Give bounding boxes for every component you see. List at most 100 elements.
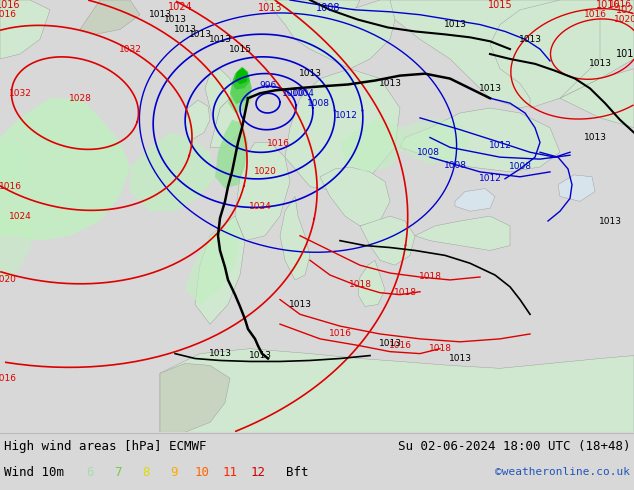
Text: 1013: 1013 [448,354,472,363]
Text: High wind areas [hPa] ECMWF: High wind areas [hPa] ECMWF [4,440,207,453]
Polygon shape [210,98,245,147]
Text: 1016: 1016 [389,341,411,350]
Text: 1013: 1013 [583,133,607,142]
Text: 1013: 1013 [249,351,271,360]
Text: 1013: 1013 [299,69,321,78]
Polygon shape [205,69,240,128]
Polygon shape [235,143,290,241]
Text: 1016: 1016 [0,10,16,19]
Polygon shape [360,216,415,265]
Text: 1013: 1013 [258,3,282,13]
Text: 1024: 1024 [249,202,271,211]
Text: 1008: 1008 [444,161,467,170]
Text: 1013: 1013 [588,59,612,68]
Text: 1013: 1013 [164,15,186,24]
Text: 1013: 1013 [188,30,212,39]
Text: 1016: 1016 [596,0,620,10]
Polygon shape [185,100,210,140]
Text: Wind 10m: Wind 10m [4,466,64,479]
Text: 12: 12 [250,466,266,479]
Text: 1018: 1018 [394,288,417,297]
Polygon shape [265,0,400,69]
Text: 1015: 1015 [488,0,512,10]
Polygon shape [0,143,30,196]
Text: 1020: 1020 [614,15,634,24]
Text: 1015: 1015 [228,45,252,53]
Text: 1012: 1012 [479,174,501,183]
Text: 1028: 1028 [68,94,91,103]
Text: 1016: 1016 [0,0,20,10]
Text: 10: 10 [195,466,209,479]
Text: 1018: 1018 [418,272,441,281]
Text: 1016: 1016 [609,0,631,9]
Text: ©weatheronline.co.uk: ©weatheronline.co.uk [495,467,630,477]
Polygon shape [230,69,252,104]
Text: 1008: 1008 [417,148,439,157]
Text: 1008: 1008 [306,98,330,108]
Polygon shape [195,216,245,324]
Polygon shape [400,118,470,165]
Text: 1013: 1013 [148,10,172,19]
Text: 1012: 1012 [489,141,512,150]
Text: 1013: 1013 [598,217,621,225]
Text: 1004: 1004 [292,89,314,98]
Text: Bft: Bft [286,466,309,479]
Text: 1016: 1016 [0,182,22,191]
Text: 1018: 1018 [429,344,451,353]
Polygon shape [358,260,385,306]
Polygon shape [285,69,400,192]
Text: 6: 6 [86,466,94,479]
Text: 1013: 1013 [616,49,634,59]
Polygon shape [215,120,248,189]
Text: 1016: 1016 [0,374,16,383]
Polygon shape [185,216,240,304]
Text: 11: 11 [223,466,238,479]
Text: 1020: 1020 [616,5,634,15]
Polygon shape [0,211,35,280]
Text: 1013: 1013 [378,79,401,88]
Text: 1016: 1016 [583,10,607,19]
Text: 1018: 1018 [349,280,372,290]
Text: 1013: 1013 [444,20,467,29]
Polygon shape [320,167,390,226]
Polygon shape [558,175,595,201]
Text: 1012: 1012 [335,111,358,121]
Text: 1000: 1000 [281,89,304,98]
Polygon shape [265,0,360,24]
Text: 1016: 1016 [328,329,351,339]
Text: 1013: 1013 [209,349,231,358]
Polygon shape [228,78,252,113]
Polygon shape [400,108,560,172]
Text: 1013: 1013 [288,300,311,309]
Text: 1008: 1008 [508,163,531,172]
Polygon shape [160,364,230,432]
Text: 1013: 1013 [519,35,541,44]
Polygon shape [390,0,634,108]
Polygon shape [490,0,600,108]
Polygon shape [560,69,634,128]
Text: 1032: 1032 [119,45,141,53]
Polygon shape [160,349,634,432]
Text: 1013: 1013 [378,339,401,348]
Polygon shape [280,196,310,280]
Text: 1016: 1016 [266,139,290,148]
Polygon shape [415,216,510,250]
Text: 9: 9 [171,466,178,479]
Text: 1013: 1013 [209,35,231,44]
Polygon shape [232,67,250,89]
Polygon shape [0,0,50,59]
Text: 1024: 1024 [9,212,31,220]
Text: 7: 7 [114,466,122,479]
Text: 8: 8 [142,466,150,479]
Polygon shape [130,133,215,211]
Text: 1024: 1024 [167,2,192,12]
Text: 1020: 1020 [254,168,276,176]
Text: 1013: 1013 [174,25,197,34]
Polygon shape [455,189,495,211]
Text: 1008: 1008 [316,3,340,13]
Text: Su 02-06-2024 18:00 UTC (18+48): Su 02-06-2024 18:00 UTC (18+48) [398,440,630,453]
Polygon shape [0,98,130,241]
Polygon shape [80,0,140,34]
Polygon shape [235,68,248,84]
Text: 1013: 1013 [479,84,501,93]
